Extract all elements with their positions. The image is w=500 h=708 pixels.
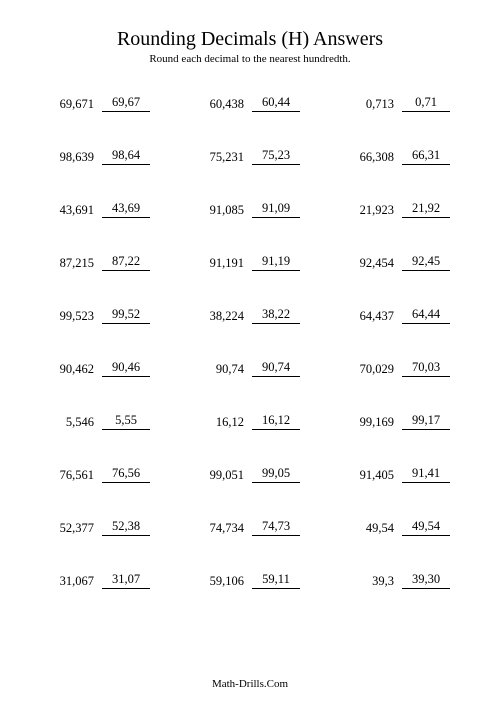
problem-answer: 90,46 — [102, 360, 150, 377]
problem-question: 52,377 — [50, 521, 94, 536]
problem: 43,691 43,69 — [36, 201, 164, 218]
problem: 66,308 66,31 — [336, 148, 464, 165]
problem: 5,546 5,55 — [36, 413, 164, 430]
problem: 31,067 31,07 — [36, 572, 164, 589]
problem-question: 91,405 — [350, 468, 394, 483]
problem-question: 21,923 — [350, 203, 394, 218]
problem-question: 99,169 — [350, 415, 394, 430]
problem: 0,713 0,71 — [336, 95, 464, 112]
problem-question: 0,713 — [350, 97, 394, 112]
problem: 91,405 91,41 — [336, 466, 464, 483]
problem-answer: 16,12 — [252, 413, 300, 430]
problem: 91,085 91,09 — [186, 201, 314, 218]
problem: 60,438 60,44 — [186, 95, 314, 112]
problem-question: 76,561 — [50, 468, 94, 483]
problem: 38,224 38,22 — [186, 307, 314, 324]
problem: 87,215 87,22 — [36, 254, 164, 271]
problem: 21,923 21,92 — [336, 201, 464, 218]
problem: 74,734 74,73 — [186, 519, 314, 536]
problem-question: 92,454 — [350, 256, 394, 271]
problem: 69,671 69,67 — [36, 95, 164, 112]
problem-question: 66,308 — [350, 150, 394, 165]
problem-answer: 39,30 — [402, 572, 450, 589]
problem-question: 98,639 — [50, 150, 94, 165]
problem: 75,231 75,23 — [186, 148, 314, 165]
page-title: Rounding Decimals (H) Answers — [36, 28, 464, 51]
problem-answer: 52,38 — [102, 519, 150, 536]
problem-question: 70,029 — [350, 362, 394, 377]
problem-question: 87,215 — [50, 256, 94, 271]
problem-question: 91,085 — [200, 203, 244, 218]
problem-answer: 91,09 — [252, 201, 300, 218]
problem-answer: 69,67 — [102, 95, 150, 112]
problem: 39,3 39,30 — [336, 572, 464, 589]
problem-answer: 21,92 — [402, 201, 450, 218]
problem: 59,106 59,11 — [186, 572, 314, 589]
problem-answer: 91,41 — [402, 466, 450, 483]
problem-question: 64,437 — [350, 309, 394, 324]
problem-question: 90,74 — [200, 362, 244, 377]
problem-question: 38,224 — [200, 309, 244, 324]
problem-question: 49,54 — [350, 521, 394, 536]
problem: 90,462 90,46 — [36, 360, 164, 377]
problem-question: 91,191 — [200, 256, 244, 271]
problem: 64,437 64,44 — [336, 307, 464, 324]
problem: 99,051 99,05 — [186, 466, 314, 483]
problem-question: 90,462 — [50, 362, 94, 377]
problem-answer: 59,11 — [252, 572, 300, 589]
problem-answer: 0,71 — [402, 95, 450, 112]
problem-answer: 90,74 — [252, 360, 300, 377]
footer-text: Math-Drills.Com — [0, 678, 500, 690]
problem: 70,029 70,03 — [336, 360, 464, 377]
problem: 91,191 91,19 — [186, 254, 314, 271]
problem-answer: 66,31 — [402, 148, 450, 165]
problem-question: 39,3 — [350, 574, 394, 589]
problem-answer: 87,22 — [102, 254, 150, 271]
problem-answer: 76,56 — [102, 466, 150, 483]
problem-answer: 98,64 — [102, 148, 150, 165]
problem-question: 99,051 — [200, 468, 244, 483]
problem: 98,639 98,64 — [36, 148, 164, 165]
problem: 92,454 92,45 — [336, 254, 464, 271]
problem: 52,377 52,38 — [36, 519, 164, 536]
problem-answer: 92,45 — [402, 254, 450, 271]
problem-answer: 70,03 — [402, 360, 450, 377]
problem-question: 74,734 — [200, 521, 244, 536]
problem-answer: 75,23 — [252, 148, 300, 165]
problem: 76,561 76,56 — [36, 466, 164, 483]
problem: 99,169 99,17 — [336, 413, 464, 430]
problem-question: 31,067 — [50, 574, 94, 589]
problem-question: 5,546 — [50, 415, 94, 430]
problem-answer: 99,17 — [402, 413, 450, 430]
problem-answer: 43,69 — [102, 201, 150, 218]
problem: 16,12 16,12 — [186, 413, 314, 430]
problem: 90,74 90,74 — [186, 360, 314, 377]
problem-answer: 99,52 — [102, 307, 150, 324]
problem-question: 69,671 — [50, 97, 94, 112]
problem-answer: 38,22 — [252, 307, 300, 324]
problem-question: 99,523 — [50, 309, 94, 324]
problem: 99,523 99,52 — [36, 307, 164, 324]
problem-answer: 99,05 — [252, 466, 300, 483]
problem: 49,54 49,54 — [336, 519, 464, 536]
problem-question: 43,691 — [50, 203, 94, 218]
page-subtitle: Round each decimal to the nearest hundre… — [36, 53, 464, 65]
problem-question: 60,438 — [200, 97, 244, 112]
problem-answer: 91,19 — [252, 254, 300, 271]
problem-question: 75,231 — [200, 150, 244, 165]
problem-question: 59,106 — [200, 574, 244, 589]
problem-answer: 31,07 — [102, 572, 150, 589]
problem-answer: 60,44 — [252, 95, 300, 112]
problems-grid: 69,67169,6760,43860,440,7130,7198,63998,… — [36, 95, 464, 589]
problem-answer: 5,55 — [102, 413, 150, 430]
problem-question: 16,12 — [200, 415, 244, 430]
problem-answer: 64,44 — [402, 307, 450, 324]
problem-answer: 49,54 — [402, 519, 450, 536]
problem-answer: 74,73 — [252, 519, 300, 536]
